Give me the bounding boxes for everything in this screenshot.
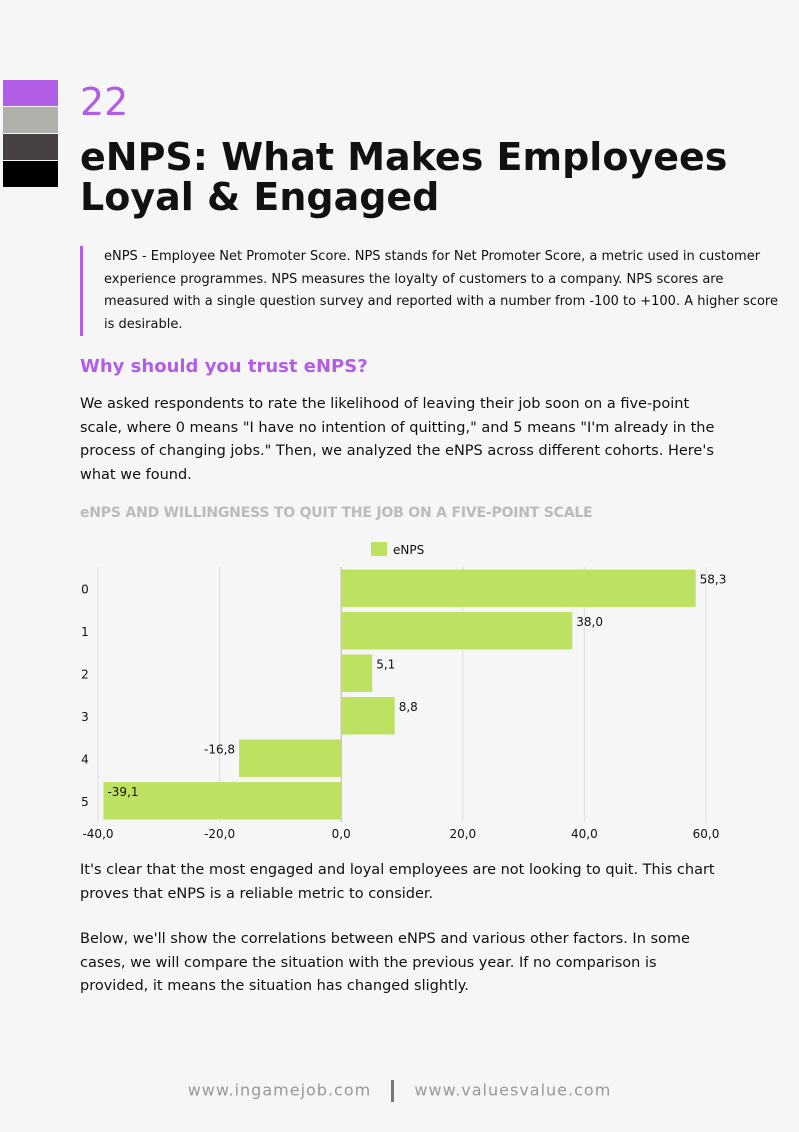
paragraph-next: Below, we'll show the correlations betwe… [80,931,690,994]
color-swatches [3,80,58,188]
swatch-purple [3,80,58,106]
legend-swatch [371,542,387,556]
swatch-black [3,161,58,187]
value-label: 38,0 [576,615,603,629]
bar-0 [341,569,696,607]
swatch-dark-gray [3,134,58,160]
x-tick-label: 40,0 [571,827,598,840]
x-tick-label: 20,0 [449,827,476,840]
page-number: 22 [80,80,129,124]
x-tick-label: 0,0 [332,827,351,840]
category-label: 5 [81,795,89,809]
category-label: 2 [81,667,89,681]
category-label: 1 [81,625,89,639]
section-heading: Why should you trust eNPS? [80,356,368,377]
paragraph-method: We asked respondents to rate the likelih… [80,396,715,483]
category-label: 4 [81,752,89,766]
footer-divider [391,1080,395,1102]
bar-2 [341,654,373,692]
value-label: 8,8 [399,700,418,714]
chart-title: eNPS AND WILLINGNESS TO QUIT THE JOB ON … [80,505,593,521]
value-label: 58,3 [700,573,727,587]
paragraph-conclusion: It's clear that the most engaged and loy… [80,862,715,902]
legend-label: eNPS [393,543,424,557]
x-tick-label: -20,0 [204,827,235,840]
value-label: 5,1 [376,658,395,672]
category-label: 0 [81,582,89,596]
intro-quote: eNPS - Employee Net Promoter Score. NPS … [80,246,784,336]
footer-link-valuesvalue[interactable]: www.valuesvalue.com [414,1080,612,1100]
bar-1 [341,612,573,650]
x-tick-label: 60,0 [693,827,720,840]
swatch-light-gray [3,107,58,133]
page-title: eNPS: What Makes Employees Loyal & Engag… [80,135,728,219]
value-label: -16,8 [204,743,235,757]
footer-link-ingamejob[interactable]: www.ingamejob.com [187,1080,372,1100]
bar-5 [103,782,342,820]
enps-bar-chart: -40,0 -20,0 0,0 20,0 40,0 60,0 0 58,3 1 38,0 2 5,1 3… [81,542,727,840]
bar-4 [239,739,342,777]
footer: www.ingamejob.com www.valuesvalue.com [0,1080,799,1102]
bar-3 [341,697,395,735]
value-label: -39,1 [107,785,138,799]
category-label: 3 [81,710,89,724]
x-tick-label: -40,0 [82,827,113,840]
